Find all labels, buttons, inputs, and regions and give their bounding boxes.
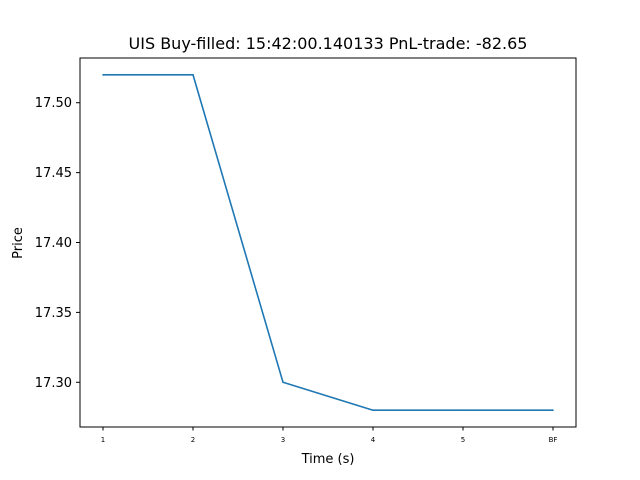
plot-frame <box>79 57 577 428</box>
x-tick-label: 1 <box>101 436 105 444</box>
x-axis: 1 2 3 4 5 BF <box>101 427 558 444</box>
chart-title: UIS Buy-filled: 15:42:00.140133 PnL-trad… <box>129 34 528 53</box>
x-axis-label: Time (s) <box>301 452 355 467</box>
y-axis-label: Price <box>11 227 26 259</box>
x-tick-label: 2 <box>191 436 195 444</box>
data-point <box>552 409 554 412</box>
x-tick-label: 4 <box>371 436 376 444</box>
y-axis: 17.30 17.35 17.40 17.45 17.50 <box>35 96 80 391</box>
plot-area <box>79 57 577 428</box>
data-point <box>372 409 374 412</box>
y-tick-label: 17.45 <box>35 166 72 181</box>
y-tick-label: 17.35 <box>35 306 72 321</box>
data-point <box>102 73 104 76</box>
y-tick-label: 17.40 <box>35 236 72 251</box>
y-tick-label: 17.50 <box>35 96 72 111</box>
data-point <box>462 409 464 412</box>
x-tick-label: 3 <box>281 436 285 444</box>
y-tick-label: 17.30 <box>35 376 72 391</box>
series-line <box>103 73 553 412</box>
x-tick-label: 5 <box>461 436 465 444</box>
x-tick-label: BF <box>549 436 558 444</box>
data-point <box>282 381 284 384</box>
data-point <box>192 73 194 76</box>
series-layer <box>102 73 554 412</box>
